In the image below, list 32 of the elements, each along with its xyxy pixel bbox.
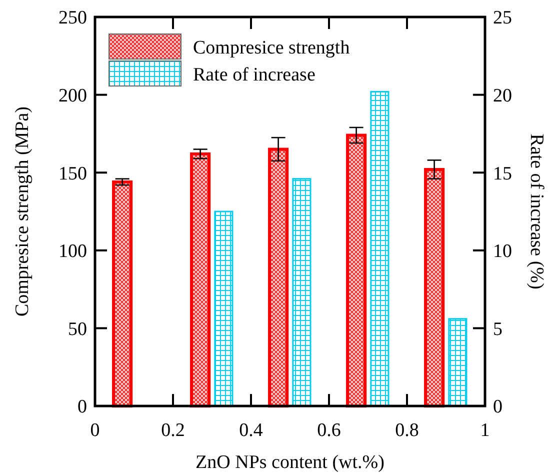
y-tick-label: 150 <box>58 163 87 184</box>
x-axis-title: ZnO NPs content (wt.%) <box>196 452 384 473</box>
y2-tick-label: 10 <box>493 241 512 262</box>
bar <box>346 134 367 408</box>
x-tick-label: 0.2 <box>161 420 185 441</box>
y2-tick-label: 5 <box>493 318 502 340</box>
bar <box>190 152 211 408</box>
y-tick-label: 100 <box>58 241 87 262</box>
y-tick-label: 200 <box>58 85 87 106</box>
legend-label: Compresice strength <box>193 38 350 59</box>
y2-tick-label: 20 <box>493 85 512 106</box>
bar <box>112 180 133 408</box>
bar <box>268 148 289 408</box>
y-tick-label: 250 <box>58 8 87 29</box>
x-tick-label: 1 <box>480 420 490 441</box>
bar <box>370 90 390 407</box>
y-tick-label: 50 <box>68 318 87 340</box>
x-tick-label: 0.8 <box>395 420 419 441</box>
legend-label: Rate of increase <box>193 64 316 86</box>
y-axis-title: Compresice strength (MPa) <box>12 106 33 317</box>
bar <box>214 210 234 407</box>
x-tick-label: 0.6 <box>317 420 341 441</box>
bar <box>424 168 445 408</box>
y2-axis-title: Rate of increase (%) <box>526 134 547 290</box>
y-tick-label: 0 <box>78 396 87 418</box>
bar <box>292 178 312 407</box>
y2-tick-label: 25 <box>493 8 512 29</box>
y2-tick-label: 15 <box>493 163 512 184</box>
y2-tick-label: 0 <box>493 396 502 418</box>
x-tick-label: 0 <box>90 420 100 441</box>
x-tick-label: 0.4 <box>239 420 264 441</box>
bar <box>448 318 468 407</box>
